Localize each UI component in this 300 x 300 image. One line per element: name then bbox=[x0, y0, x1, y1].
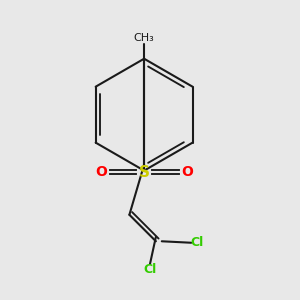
Text: O: O bbox=[95, 165, 107, 179]
Text: O: O bbox=[181, 165, 193, 179]
Text: Cl: Cl bbox=[143, 263, 157, 276]
Text: CH₃: CH₃ bbox=[134, 33, 154, 43]
Text: S: S bbox=[139, 165, 150, 180]
Text: Cl: Cl bbox=[190, 236, 204, 249]
